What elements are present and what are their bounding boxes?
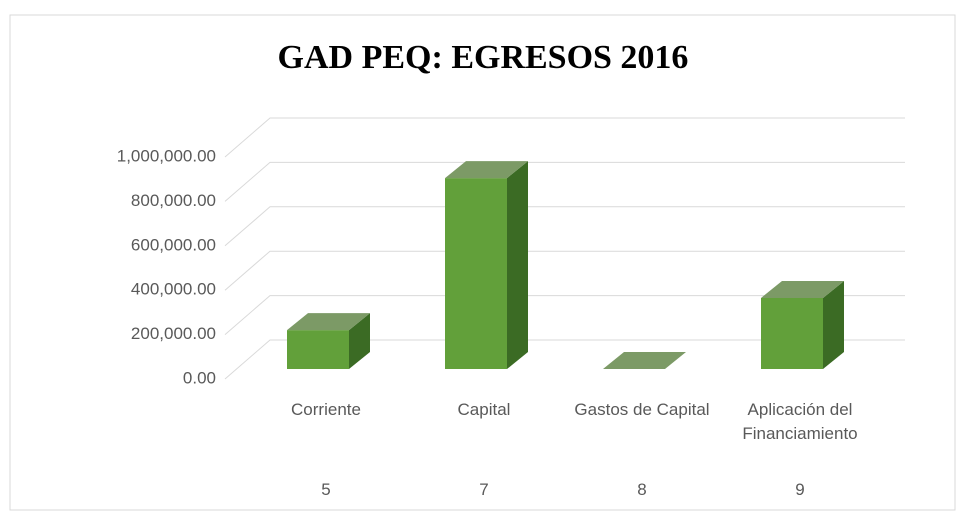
grid-line [224,206,905,247]
chart-title: GAD PEQ: EGRESOS 2016 [278,39,689,76]
grid-line [224,117,905,158]
x-group-label: 9 [795,480,805,499]
y-tick-label: 600,000.00 [131,235,216,254]
y-tick-label: 400,000.00 [131,280,216,299]
y-tick-label: 800,000.00 [131,191,216,210]
bar-top [445,161,528,179]
y-tick-label: 1,000,000.00 [117,146,216,165]
bar [603,352,686,369]
bar-top [603,352,686,369]
grid-line [224,295,905,335]
bar-side [349,313,370,369]
bar-side [823,280,844,369]
x-group-label: 8 [637,480,647,499]
bar [761,280,844,369]
x-group-label: 5 [321,480,331,499]
y-tick-label: 200,000.00 [131,324,216,343]
x-tick-label: Capital [457,400,511,419]
bar-front [445,178,507,369]
y-tick-label: 0.00 [183,368,216,387]
x-tick-label: Gastos de Capital [574,400,710,419]
grid-line [224,339,905,380]
x-tick-label: Corriente [291,400,361,419]
bar-side [507,161,528,369]
bar-front [761,297,823,369]
grid-line [224,161,905,202]
x-tick-label: Aplicación del Financiamiento [742,400,858,443]
bar-top [761,280,844,298]
bar [287,313,370,369]
bar-front [287,330,349,369]
x-group-label: 7 [479,480,489,499]
bar-top [287,313,370,331]
bar [445,161,528,369]
grid-line [224,250,905,291]
